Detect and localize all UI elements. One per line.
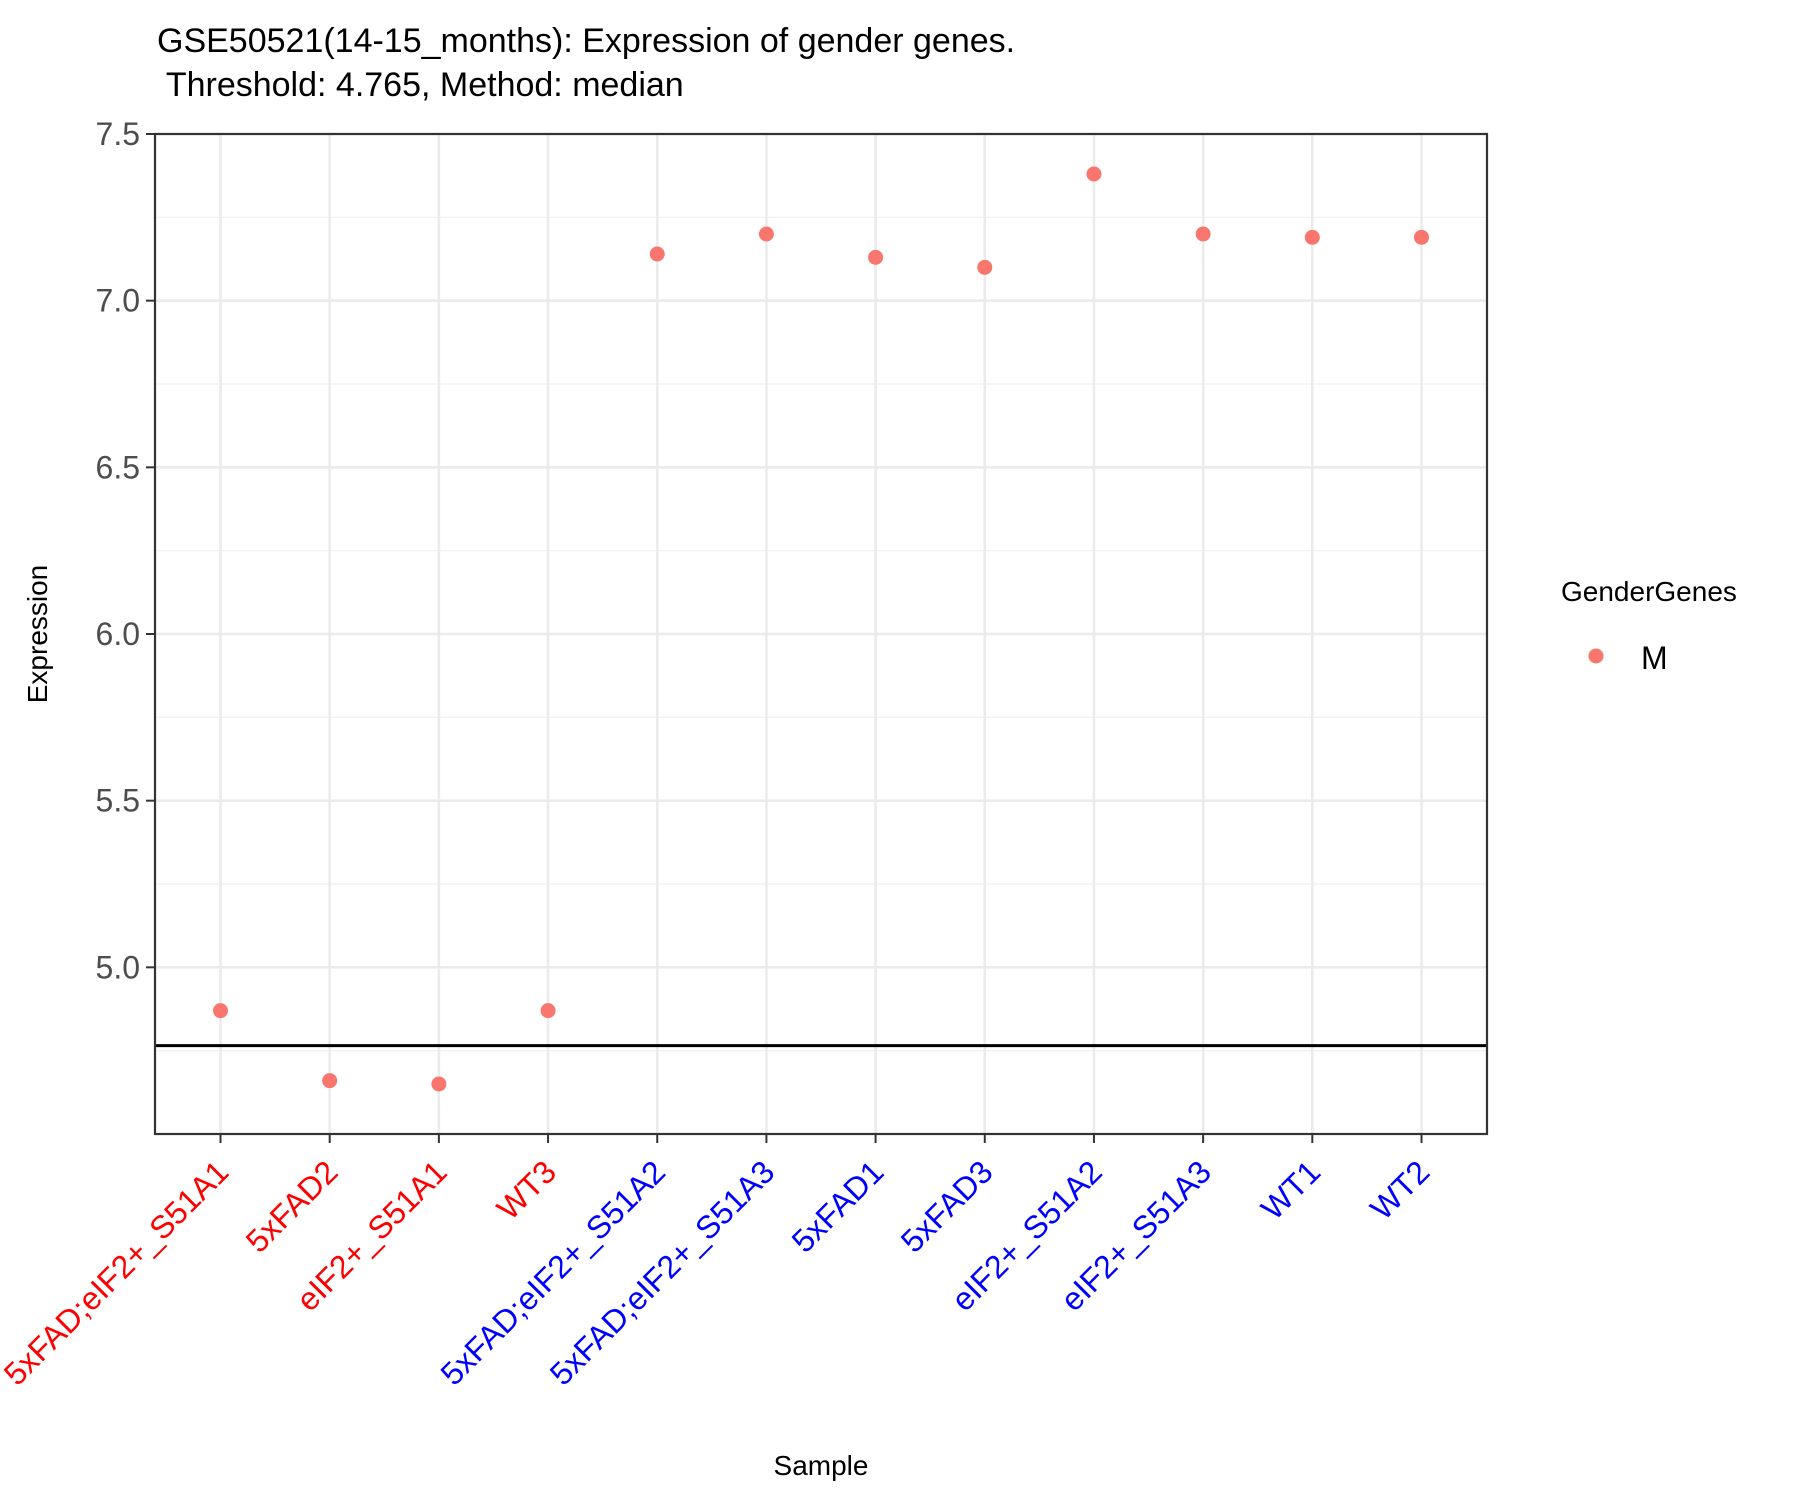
x-tick-label: WT3 [490, 1153, 563, 1226]
data-point [431, 1076, 447, 1092]
x-tick-label: 5xFAD2 [239, 1153, 345, 1259]
data-point [1195, 226, 1211, 242]
x-tick-label: WT1 [1254, 1153, 1327, 1226]
grid-lines [155, 132, 1487, 1134]
legend-key-point [1588, 648, 1604, 664]
data-points [213, 166, 1429, 1092]
data-point [322, 1073, 338, 1089]
y-tick-label: 6.5 [96, 449, 140, 485]
y-axis-label: Expression [22, 565, 53, 704]
x-tick-label: 5xFAD1 [785, 1153, 891, 1259]
data-point [649, 246, 665, 262]
x-axis-label: Sample [774, 1450, 869, 1481]
x-tick-label: 5xFAD;eIF2+_S51A3 [543, 1153, 782, 1392]
data-point [1086, 166, 1102, 182]
legend: GenderGenes M [1561, 576, 1737, 676]
y-axis: 5.0 5.5 6.0 6.5 7.0 7.5 [96, 116, 155, 985]
y-tick-label: 7.5 [96, 116, 140, 152]
data-point [977, 259, 993, 275]
y-tick-label: 5.0 [96, 949, 140, 985]
legend-title: GenderGenes [1561, 576, 1737, 607]
legend-label-m: M [1641, 640, 1668, 676]
chart-subtitle: Threshold: 4.765, Method: median [157, 66, 684, 104]
data-point [540, 1003, 556, 1019]
y-tick-label: 7.0 [96, 283, 140, 319]
data-point [868, 249, 884, 265]
x-tick-label: 5xFAD3 [894, 1153, 1000, 1259]
y-tick-label: 5.5 [96, 783, 140, 819]
data-point [1304, 229, 1320, 245]
data-point [1413, 229, 1429, 245]
x-tick-label: WT2 [1363, 1153, 1436, 1226]
x-tick-label: 5xFAD;eIF2+_S51A1 [0, 1153, 235, 1392]
data-point [213, 1003, 229, 1019]
y-tick-label: 6.0 [96, 616, 140, 652]
data-point [758, 226, 774, 242]
chart-title: GSE50521(14-15_months): Expression of ge… [157, 22, 1015, 60]
